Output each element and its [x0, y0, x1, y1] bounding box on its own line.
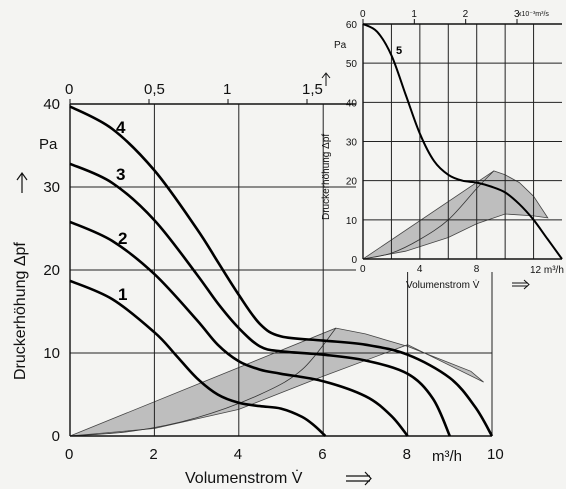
inset-y-arrow-icon [321, 72, 331, 86]
y-tick-label: 50 [346, 59, 358, 70]
inset-x-arrow-icon [512, 279, 530, 290]
main-y-axis-label: Druckerhöhung Δpf [12, 242, 29, 380]
x-tick-label: 0 [360, 264, 366, 275]
inset-top-unit-label: x10⁻³m³/s [518, 11, 549, 18]
y-tick-label: 40 [43, 96, 60, 113]
operating-range-region [362, 170, 549, 260]
y-tick-label: 10 [43, 345, 60, 362]
x-tick-label: 4 [417, 264, 423, 275]
curve-label-2: 2 [118, 229, 127, 248]
top-tick-label: 3 [514, 9, 520, 20]
x-tick-label: 0 [65, 446, 73, 463]
curve-4 [69, 105, 494, 437]
curve-2 [69, 220, 409, 437]
curve-5 [362, 23, 563, 260]
curve-label-1: 1 [118, 285, 127, 304]
operating-range-edge [362, 170, 495, 260]
y-tick-label: 20 [43, 262, 60, 279]
inset-x-unit-label: 12 m³/h [530, 265, 564, 276]
top-tick-label: 2 [463, 9, 469, 20]
x-tick-label: 2 [149, 446, 157, 463]
inset-shaded-region [362, 170, 549, 260]
top-tick-label: 1 [411, 9, 417, 20]
inset-y-unit-label: Pa [334, 40, 347, 51]
inset-curve-labels: 5 [396, 45, 402, 57]
y-tick-label: 30 [346, 138, 358, 149]
inset-x-axis-label: Volumenstrom V̇ [406, 278, 480, 291]
operating-range-edge [69, 327, 337, 437]
curve-3 [69, 162, 451, 437]
top-tick-label: 1 [223, 81, 231, 98]
main-y-arrow-icon [16, 171, 28, 193]
main-x-axis-label: Volumenstrom V̇ [185, 469, 303, 487]
main-x-arrow-icon [346, 471, 372, 486]
top-tick-label: 0 [65, 81, 73, 98]
curve-1 [69, 279, 327, 437]
y-tick-label: 60 [346, 20, 358, 31]
curve-label-5: 5 [396, 45, 402, 57]
top-tick-label: 1,5 [302, 81, 323, 98]
main-y-unit-label: Pa [39, 136, 58, 153]
x-tick-label: 10 [487, 446, 504, 463]
curve-label-3: 3 [116, 165, 125, 184]
y-tick-label: 40 [346, 98, 358, 109]
x-tick-label: 4 [234, 446, 242, 463]
main-curve-labels: 1 2 3 4 [116, 118, 127, 304]
x-tick-label: 8 [474, 264, 480, 275]
top-tick-label: 0 [360, 9, 366, 20]
x-tick-label: 8 [403, 446, 411, 463]
y-tick-label: 20 [346, 177, 358, 188]
inset-curves [362, 23, 563, 260]
x-tick-label: 6 [318, 446, 326, 463]
y-tick-label: 30 [43, 179, 60, 196]
y-tick-label: 10 [346, 216, 358, 227]
top-tick-label: 0,5 [144, 81, 165, 98]
main-shaded-region [69, 327, 484, 437]
main-x-unit-label: m³/h [432, 448, 462, 465]
y-tick-label: 0 [52, 428, 60, 445]
operating-range-region [69, 327, 484, 437]
main-curves [69, 105, 494, 437]
curve-label-4: 4 [116, 118, 126, 137]
y-tick-label: 0 [351, 255, 357, 266]
inset-y-axis-label: Druckerhöhung Δpf [321, 134, 332, 220]
